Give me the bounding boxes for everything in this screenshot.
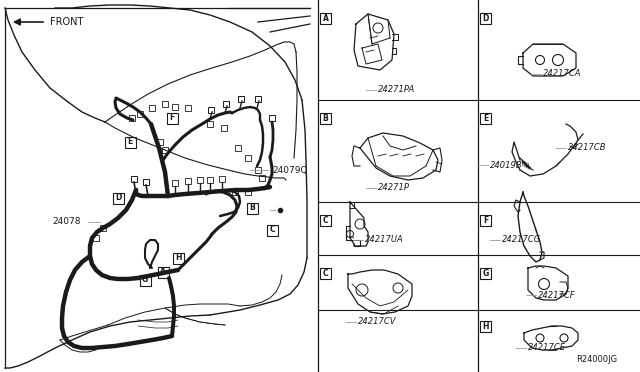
Text: R24000JG: R24000JG [577, 356, 618, 365]
Bar [219, 176, 225, 182]
Bar [259, 175, 265, 181]
Text: C: C [323, 269, 328, 278]
Bar [255, 96, 261, 102]
Bar [131, 176, 137, 182]
Text: H: H [483, 322, 489, 331]
Text: C: C [323, 216, 328, 225]
Text: 24078: 24078 [52, 218, 81, 227]
Text: G: G [142, 276, 148, 285]
Text: D: D [115, 193, 121, 202]
Text: B: B [249, 203, 255, 212]
Text: C: C [269, 225, 275, 234]
Bar [207, 177, 213, 183]
Bar [172, 180, 178, 186]
Text: 24217CA: 24217CA [543, 70, 582, 78]
Text: 24271P: 24271P [378, 183, 410, 192]
Text: 24217CV: 24217CV [358, 317, 397, 327]
Bar [269, 115, 275, 121]
Text: H: H [175, 253, 181, 263]
Text: 24217UA: 24217UA [365, 235, 404, 244]
Bar [149, 105, 155, 111]
Bar [172, 104, 178, 110]
Bar [143, 179, 149, 185]
Text: B: B [323, 114, 328, 123]
Bar [185, 105, 191, 111]
Text: F: F [483, 216, 488, 225]
Bar [208, 107, 214, 113]
Bar [232, 189, 238, 195]
Text: 24217CF: 24217CF [538, 291, 575, 299]
Text: G: G [483, 269, 488, 278]
Bar [235, 145, 241, 151]
Bar [223, 101, 229, 107]
Bar [100, 225, 106, 231]
Text: 24217CE: 24217CE [528, 343, 566, 353]
Bar [221, 125, 227, 131]
Bar [137, 111, 143, 117]
Bar [238, 96, 244, 102]
Text: FRONT: FRONT [50, 17, 83, 27]
Bar [207, 121, 213, 127]
Text: 24217CG: 24217CG [502, 235, 541, 244]
Bar [93, 235, 99, 241]
Bar [245, 155, 251, 161]
Text: 24079Q: 24079Q [272, 166, 307, 174]
Bar [129, 115, 135, 121]
Text: A: A [323, 14, 328, 23]
Bar [255, 167, 261, 173]
Text: 24271PA: 24271PA [378, 86, 415, 94]
Text: 24217CB: 24217CB [568, 144, 607, 153]
Text: E: E [127, 138, 132, 147]
Bar [157, 139, 163, 145]
Text: D: D [483, 14, 489, 23]
Text: A: A [160, 267, 166, 276]
Text: 24019B: 24019B [490, 160, 523, 170]
Bar [185, 178, 191, 184]
Bar [245, 189, 251, 195]
Bar [162, 147, 168, 153]
Text: E: E [483, 114, 488, 123]
Bar [197, 177, 203, 183]
Text: F: F [170, 113, 175, 122]
Bar [162, 101, 168, 107]
